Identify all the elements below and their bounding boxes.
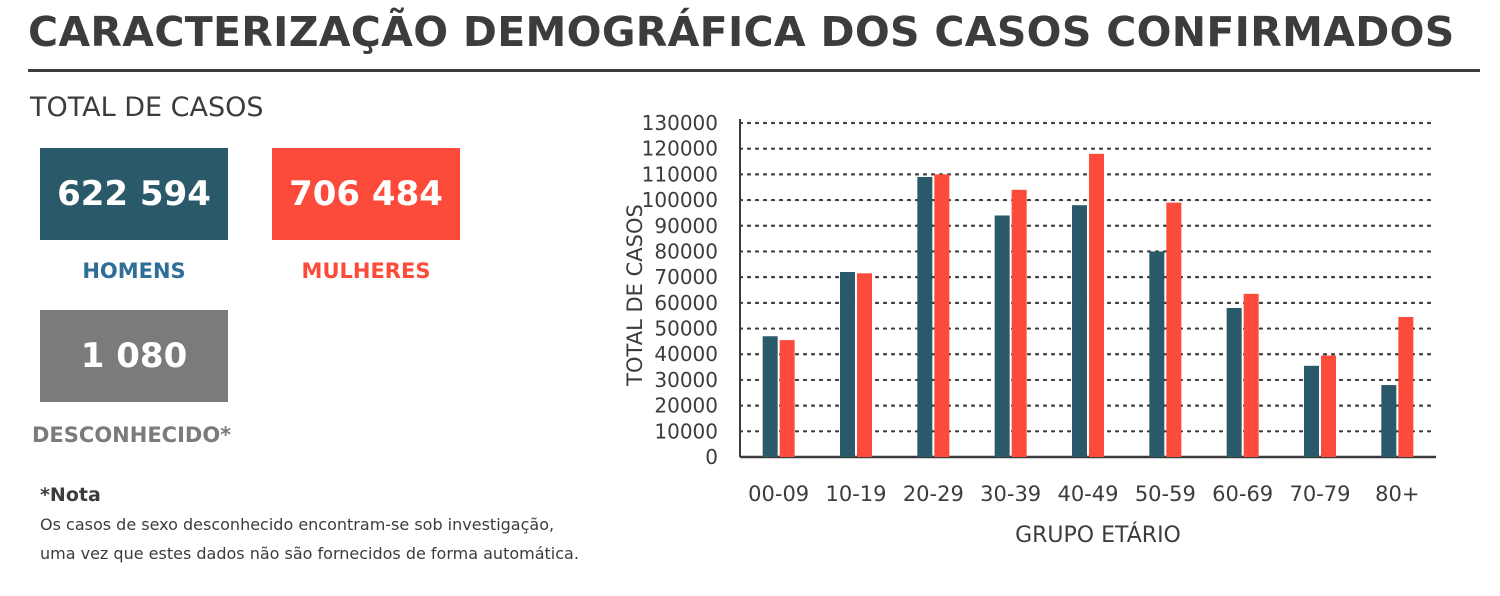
x-axis-label: GRUPO ETÁRIO <box>1015 522 1181 548</box>
y-tick-label: 0 <box>705 445 718 469</box>
bar-men <box>1381 385 1397 457</box>
y-tick-label: 20000 <box>654 394 718 418</box>
x-tick-label: 10-19 <box>825 482 886 506</box>
y-tick-label: 70000 <box>654 265 718 289</box>
bar-women <box>1089 153 1104 458</box>
note-title: *Nota <box>40 484 101 506</box>
x-tick-label: 40-49 <box>1057 482 1118 506</box>
y-tick-label: 100000 <box>642 188 718 212</box>
bar-men <box>994 215 1010 457</box>
y-tick-label: 130000 <box>642 111 718 135</box>
x-tick-label: 20-29 <box>903 482 964 506</box>
note-text-line-2: uma vez que estes dados não são fornecid… <box>40 544 579 563</box>
y-tick-label: 90000 <box>654 214 718 238</box>
bar-women <box>1166 202 1182 457</box>
age-group-bar-chart: 0100002000030000400005000060000700008000… <box>623 111 1438 548</box>
bar-women <box>779 340 795 457</box>
unknown-total-value: 1 080 <box>80 336 188 376</box>
note-text-line-1: Os casos de sexo desconhecido encontram-… <box>40 515 555 534</box>
men-label: HOMENS <box>82 259 186 283</box>
bar-men <box>1149 251 1165 457</box>
bar-men <box>1072 205 1087 457</box>
women-label: MULHERES <box>301 259 431 283</box>
men-total-box: 622 594 <box>40 148 228 240</box>
bar-men <box>917 176 933 457</box>
title-divider <box>28 69 1480 72</box>
y-tick-label: 80000 <box>654 239 718 263</box>
men-total-value: 622 594 <box>57 174 211 214</box>
bar-women <box>1398 316 1414 457</box>
y-tick-label: 10000 <box>654 419 718 443</box>
x-tick-label: 50-59 <box>1135 482 1196 506</box>
y-tick-label: 50000 <box>654 317 718 341</box>
y-tick-label: 30000 <box>654 368 718 392</box>
bar-men <box>840 272 855 457</box>
y-axis-label: TOTAL DE CASOS <box>623 204 647 387</box>
bar-men <box>762 336 778 457</box>
y-tick-label: 120000 <box>642 137 718 161</box>
y-tick-label: 110000 <box>642 162 718 186</box>
x-tick-label: 70-79 <box>1289 482 1350 506</box>
unknown-label: DESCONHECIDO* <box>32 423 232 447</box>
bar-women <box>1243 293 1259 457</box>
bar-women <box>934 174 950 457</box>
x-tick-label: 30-39 <box>980 482 1041 506</box>
bar-women <box>1321 355 1336 457</box>
unknown-total-box: 1 080 <box>40 310 228 402</box>
page-title: CARACTERIZAÇÃO DEMOGRÁFICA DOS CASOS CON… <box>28 8 1455 56</box>
x-tick-label: 60-69 <box>1212 482 1273 506</box>
x-tick-label: 00-09 <box>748 482 809 506</box>
women-total-box: 706 484 <box>272 148 460 240</box>
bar-men <box>1304 365 1319 457</box>
bar-men <box>1226 307 1242 457</box>
x-tick-label: 80+ <box>1375 482 1419 506</box>
y-tick-label: 40000 <box>654 342 718 366</box>
y-tick-label: 60000 <box>654 291 718 315</box>
bar-women <box>857 273 872 457</box>
total-cases-heading: TOTAL DE CASOS <box>30 92 264 123</box>
bar-women <box>1011 189 1027 458</box>
women-total-value: 706 484 <box>289 174 443 214</box>
